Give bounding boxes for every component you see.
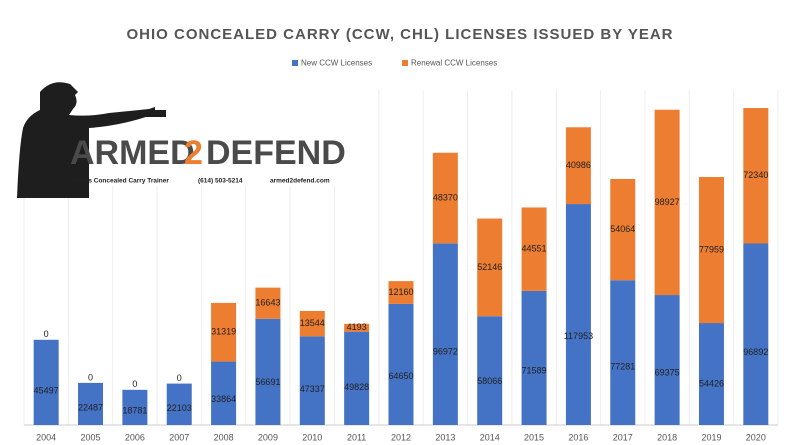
x-tick-label: 2005 bbox=[81, 432, 101, 442]
data-label: 40986 bbox=[566, 160, 591, 170]
data-label: 98927 bbox=[655, 197, 680, 207]
data-label: 48370 bbox=[433, 192, 458, 202]
data-label: 47337 bbox=[300, 384, 325, 394]
logo-word: ARMED bbox=[70, 134, 195, 172]
data-label: 52146 bbox=[477, 262, 502, 272]
logo-tagline: Ohio's Concealed Carry Trainer bbox=[72, 178, 169, 185]
chart: OHIO CONCEALED CARRY (CCW, CHL) LICENSES… bbox=[0, 0, 788, 445]
bar-segment bbox=[255, 319, 280, 425]
x-tick-label: 2011 bbox=[347, 432, 366, 442]
data-label: 77281 bbox=[610, 361, 635, 371]
x-tick-label: 2013 bbox=[435, 432, 455, 442]
logo-word: DEFEND bbox=[206, 134, 346, 172]
data-label: 13544 bbox=[300, 318, 325, 328]
pistol bbox=[142, 110, 166, 117]
x-tick-label: 2012 bbox=[391, 432, 411, 442]
x-tick-label: 2017 bbox=[613, 432, 633, 442]
x-tick-label: 2018 bbox=[657, 432, 677, 442]
data-label: 49828 bbox=[344, 382, 369, 392]
x-tick-label: 2008 bbox=[214, 432, 234, 442]
x-tick-label: 2020 bbox=[746, 432, 766, 442]
data-label: 56691 bbox=[255, 377, 280, 387]
legend-swatch bbox=[292, 60, 298, 66]
data-label: 96972 bbox=[433, 347, 458, 357]
logo: ARMED 2 DEFEND Ohio's Concealed Carry Tr… bbox=[17, 76, 346, 198]
data-label: 18781 bbox=[122, 405, 147, 415]
x-tick-label: 2014 bbox=[480, 432, 500, 442]
legend-label: Renewal CCW Licenses bbox=[411, 59, 497, 68]
data-label: 22487 bbox=[78, 403, 103, 413]
data-label: 31319 bbox=[211, 327, 236, 337]
legend-label: New CCW Licenses bbox=[301, 59, 372, 68]
bar-segment bbox=[389, 304, 414, 425]
data-label: 64650 bbox=[388, 371, 413, 381]
data-label: 71589 bbox=[522, 366, 547, 376]
x-tick-label: 2016 bbox=[568, 432, 588, 442]
data-label: 22103 bbox=[167, 403, 192, 413]
bar-segment bbox=[743, 244, 768, 425]
data-label: 54064 bbox=[610, 224, 635, 234]
data-label: 45497 bbox=[34, 385, 59, 395]
data-label: 44551 bbox=[522, 244, 547, 254]
chart-title: OHIO CONCEALED CARRY (CCW, CHL) LICENSES… bbox=[127, 26, 674, 43]
x-tick-label: 2015 bbox=[524, 432, 544, 442]
data-label: 4193 bbox=[347, 322, 367, 332]
legend-swatch bbox=[402, 60, 408, 66]
x-tick-label: 2004 bbox=[36, 432, 56, 442]
bar-segment bbox=[699, 323, 724, 425]
bar-segment bbox=[655, 295, 680, 425]
bar-segment bbox=[610, 280, 635, 425]
data-label: 33864 bbox=[211, 394, 236, 404]
data-label: 72340 bbox=[743, 170, 768, 180]
bar-segment bbox=[300, 336, 325, 425]
bar-segment bbox=[34, 340, 59, 425]
data-label: 0 bbox=[44, 329, 49, 339]
x-tick-label: 2010 bbox=[302, 432, 322, 442]
data-label: 69375 bbox=[655, 367, 680, 377]
data-label: 12160 bbox=[388, 287, 413, 297]
x-tick-label: 2007 bbox=[169, 432, 189, 442]
x-tick-label: 2006 bbox=[125, 432, 145, 442]
data-label: 16643 bbox=[255, 298, 280, 308]
data-label: 58066 bbox=[477, 376, 502, 386]
logo-site: armed2defend.com bbox=[270, 178, 330, 185]
data-label: 117953 bbox=[564, 331, 593, 341]
logo-phone: (614) 503-5214 bbox=[198, 178, 243, 185]
bar-segment bbox=[522, 291, 547, 425]
bar-segment bbox=[566, 204, 591, 425]
logo-word: 2 bbox=[184, 134, 203, 172]
bar-segment bbox=[433, 243, 458, 425]
data-label: 0 bbox=[132, 379, 137, 389]
data-label: 77959 bbox=[699, 244, 724, 254]
data-label: 0 bbox=[177, 373, 182, 383]
x-tick-label: 2019 bbox=[701, 432, 721, 442]
data-label: 96892 bbox=[743, 347, 768, 357]
data-label: 0 bbox=[88, 372, 93, 382]
bar-segment bbox=[477, 316, 502, 425]
data-label: 54426 bbox=[699, 379, 724, 389]
x-tick-label: 2009 bbox=[258, 432, 278, 442]
bar-segment bbox=[344, 332, 369, 425]
